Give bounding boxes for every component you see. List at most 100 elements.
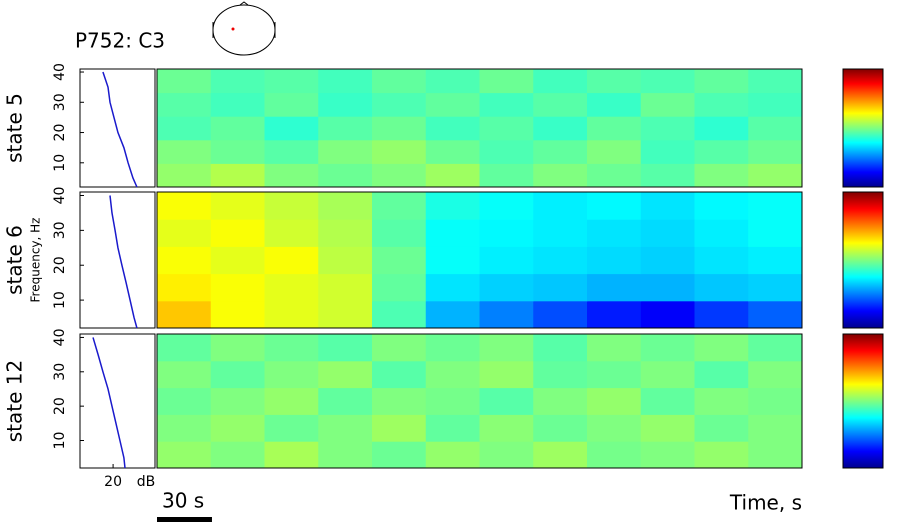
spectrogram-cell xyxy=(372,387,427,415)
spectrum-xlabel: dB xyxy=(137,474,156,490)
spectrogram-cell xyxy=(533,360,588,389)
spectrogram-cell xyxy=(533,300,588,329)
spectrogram-cell xyxy=(640,300,695,329)
y-tick-label: 30 xyxy=(52,363,68,381)
spectrogram-cell xyxy=(694,139,749,164)
spectrogram-cell xyxy=(372,334,427,362)
title: P752: C3 xyxy=(75,29,165,53)
spectrogram-cell xyxy=(264,360,319,389)
spectrogram-cell xyxy=(748,300,803,329)
spectrogram-cell xyxy=(425,219,480,247)
y-tick-label: 40 xyxy=(52,63,68,81)
spectrogram-cell xyxy=(533,387,588,415)
spectrogram-cell xyxy=(587,387,642,415)
spectrogram-cell xyxy=(318,139,373,164)
spectrogram-cell xyxy=(210,116,265,141)
spectrogram-cell xyxy=(372,139,427,164)
spectrogram-cell xyxy=(479,116,534,141)
spectrogram-cell xyxy=(264,69,319,94)
spectrogram-cell xyxy=(479,219,534,247)
spectrogram-cell xyxy=(157,300,212,329)
time-label: Time, s xyxy=(729,491,802,515)
spectrogram-cell xyxy=(264,192,319,220)
spectrogram-cell xyxy=(318,69,373,94)
spectrogram-cell xyxy=(210,92,265,117)
spectrogram-cell xyxy=(210,414,265,442)
spectrogram-frame xyxy=(156,333,803,469)
spectrogram-cell xyxy=(479,246,534,275)
scale-bar xyxy=(157,517,212,522)
spectrogram-cell xyxy=(425,92,480,117)
spectrum-line xyxy=(109,195,138,329)
spectrogram-cell xyxy=(210,441,265,469)
spectrogram-cell xyxy=(372,163,427,188)
spectrogram-cell xyxy=(264,116,319,141)
spectrogram-cell xyxy=(587,116,642,141)
spectrogram-cell xyxy=(372,92,427,117)
spectrogram-cell xyxy=(748,414,803,442)
spectrogram-cell xyxy=(640,69,695,94)
spectrogram-cell xyxy=(210,387,265,415)
spectrogram-cell xyxy=(479,92,534,117)
spectrogram-cell xyxy=(587,441,642,469)
spectrogram-cell xyxy=(318,163,373,188)
head-icon xyxy=(212,1,276,56)
spectrogram-cell xyxy=(479,387,534,415)
spectrogram-cell xyxy=(157,334,212,362)
spectrogram-cell xyxy=(748,387,803,415)
spectrogram-cell xyxy=(425,139,480,164)
spectrogram-cell xyxy=(318,334,373,362)
panel-label: state 6 xyxy=(3,225,27,295)
spectrogram-cell xyxy=(748,219,803,247)
spectrogram-cell xyxy=(264,334,319,362)
spectrogram-frame xyxy=(156,191,803,329)
spectrogram-cell xyxy=(533,92,588,117)
spectrogram-cell xyxy=(479,69,534,94)
spectrogram-cell xyxy=(587,246,642,275)
spectrogram-cell xyxy=(587,192,642,220)
spectrogram-cell xyxy=(210,219,265,247)
spectrogram-cell xyxy=(694,300,749,329)
scale-bar-label: 30 s xyxy=(162,489,204,513)
spectrogram-cell xyxy=(425,441,480,469)
spectrogram-cell xyxy=(533,163,588,188)
spectrogram-cell xyxy=(533,334,588,362)
spectrogram-cell xyxy=(157,69,212,94)
spectrogram-cell xyxy=(425,246,480,275)
spectrogram-cell xyxy=(157,163,212,188)
spectrogram-cell xyxy=(318,116,373,141)
spectrogram-cell xyxy=(372,192,427,220)
spectrogram-cell xyxy=(372,300,427,329)
spectrogram-cell xyxy=(587,334,642,362)
y-tick-label: 40 xyxy=(52,187,68,205)
spectrogram-cell xyxy=(264,139,319,164)
spectrogram-cell xyxy=(264,387,319,415)
spectrogram-cell xyxy=(640,219,695,247)
spectrogram-cell xyxy=(372,273,427,302)
spectrogram-cell xyxy=(533,139,588,164)
spectrogram-cell xyxy=(694,69,749,94)
spectrogram-cell xyxy=(318,300,373,329)
spectrogram-cell xyxy=(533,414,588,442)
spectrogram-cell xyxy=(372,116,427,141)
spectrogram-cell xyxy=(425,360,480,389)
spectrogram-cell xyxy=(318,360,373,389)
spectrogram-cell xyxy=(157,414,212,442)
spectrum-frame xyxy=(79,68,156,188)
y-tick-label: 30 xyxy=(52,93,68,111)
spectrum-line xyxy=(92,337,126,469)
spectrogram-cell xyxy=(748,139,803,164)
spectrogram-cell xyxy=(640,387,695,415)
y-tick-label: 10 xyxy=(52,154,68,172)
spectrogram-cell xyxy=(157,92,212,117)
spectrogram-cell xyxy=(640,192,695,220)
spectrogram-cell xyxy=(318,219,373,247)
spectrogram-cell xyxy=(587,163,642,188)
spectrogram-cell xyxy=(157,441,212,469)
spectrogram-cell xyxy=(318,192,373,220)
spectrogram-cell xyxy=(479,139,534,164)
spectrogram-cell xyxy=(640,441,695,469)
y-tick-label: 20 xyxy=(52,124,68,142)
spectrogram-cell xyxy=(694,360,749,389)
